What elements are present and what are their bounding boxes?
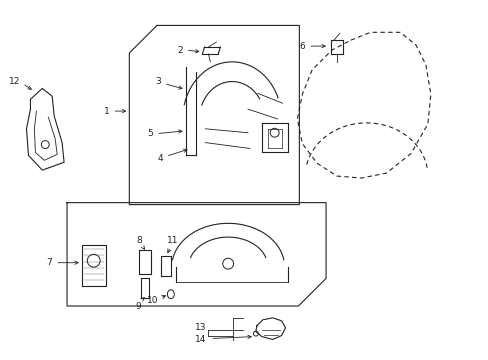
Text: 13: 13: [195, 323, 206, 332]
Text: 12: 12: [9, 77, 20, 86]
Text: 11: 11: [167, 236, 178, 245]
Text: 5: 5: [147, 129, 153, 138]
Text: 6: 6: [299, 42, 305, 51]
Text: 7: 7: [46, 258, 52, 267]
Text: 14: 14: [195, 335, 206, 344]
Text: 10: 10: [146, 296, 158, 305]
Text: 1: 1: [103, 107, 109, 116]
Text: 3: 3: [155, 77, 161, 86]
Text: 9: 9: [135, 302, 141, 311]
Text: 2: 2: [177, 45, 183, 54]
Text: 4: 4: [157, 154, 163, 163]
Text: 8: 8: [136, 236, 142, 245]
